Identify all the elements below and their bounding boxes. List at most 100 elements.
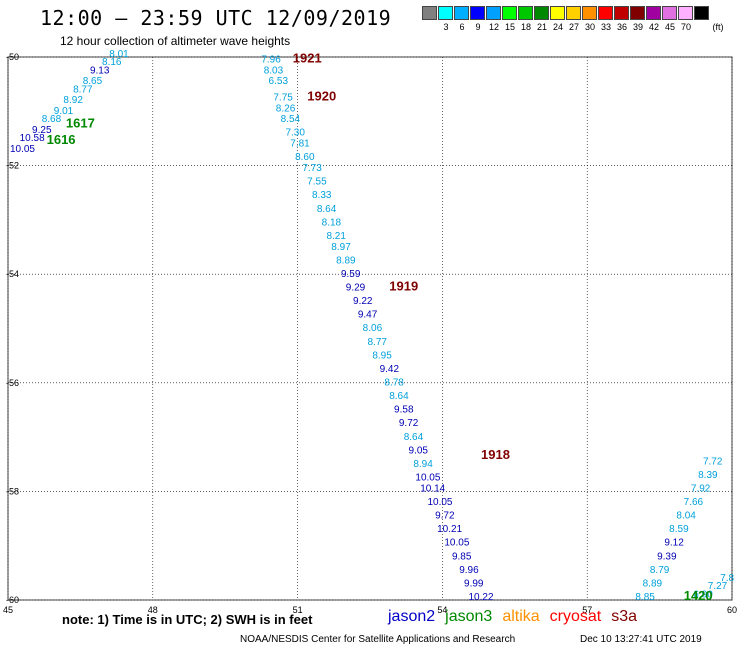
legend-swatch <box>630 6 645 20</box>
wave-height-label: 8.78 <box>384 378 404 389</box>
wave-height-label: 7.92 <box>691 483 711 494</box>
wave-height-label: 7.96 <box>261 54 281 65</box>
wave-height-label: 8.33 <box>312 190 332 201</box>
wave-height-label: 8.64 <box>389 391 409 402</box>
y-tick-label: -58 <box>6 486 19 496</box>
wave-height-label: 9.85 <box>452 551 472 562</box>
wave-height-label: 7.66 <box>684 497 704 508</box>
wave-height-label: 10.05 <box>444 538 469 549</box>
satellite-altika: altika <box>502 608 540 625</box>
wave-height-label: 8.16 <box>102 57 122 68</box>
wave-height-label: 7.81 <box>290 139 310 150</box>
legend-swatch-label: 18 <box>520 22 531 32</box>
map-subtitle: 12 hour collection of altimeter wave hei… <box>60 34 291 48</box>
wave-height-label: 9.59 <box>341 269 361 280</box>
legend-swatch <box>598 6 613 20</box>
legend-swatch <box>646 6 661 20</box>
legend-swatch <box>422 6 437 20</box>
legend-swatch-label: 9 <box>475 22 481 32</box>
legend-swatch <box>614 6 629 20</box>
legend-swatch <box>454 6 469 20</box>
legend-swatch-label: 27 <box>568 22 579 32</box>
track-east: 7.72 8.39 7.92 7.66 8.04 8.59 9.12 9.39 8.79 8.89… <box>635 456 734 603</box>
legend-swatch-label: 42 <box>648 22 659 32</box>
wave-height-label: 8.59 <box>669 524 689 535</box>
y-tick-label: -54 <box>6 269 19 279</box>
wave-tracks: 8.018.169.138.658.778.929.018.689.2510.5… <box>10 49 735 603</box>
wave-height-label: 8.92 <box>63 95 83 106</box>
pass-number-label: 1920 <box>307 88 336 103</box>
wave-height-label: 8.18 <box>322 217 342 228</box>
legend-swatch-label: 36 <box>616 22 627 32</box>
wave-height-label: 9.25 <box>32 125 52 136</box>
axis-ticks: 45 48 51 54 57 60 -50 -52 -54 -56 -58 -60 <box>3 52 737 615</box>
x-tick-label: 54 <box>437 605 447 615</box>
legend-swatch <box>550 6 565 20</box>
wave-height-label: 9.12 <box>664 538 684 549</box>
wave-height-label: 8.95 <box>372 350 392 361</box>
wave-height-label: 7.27 <box>708 581 728 592</box>
pass-number-label: 1921 <box>293 50 322 65</box>
x-tick-label: 51 <box>293 605 303 615</box>
wave-height-label: 9.47 <box>358 310 378 321</box>
satellite-jason2: jason2 <box>388 608 436 625</box>
wave-height-label: 8.64 <box>317 204 337 215</box>
legend-swatch <box>694 6 709 20</box>
y-tick-label: -56 <box>6 378 19 388</box>
wave-height-label: 8.89 <box>336 255 356 266</box>
wave-height-label: 9.96 <box>459 565 479 576</box>
wave-height-label: 8.77 <box>368 337 388 348</box>
legend-swatch-label: 70 <box>680 22 691 32</box>
wave-height-label: 7.72 <box>703 456 723 467</box>
footer-timestamp: Dec 10 13:27:41 UTC 2019 <box>580 634 702 645</box>
wave-height-label: 8.77 <box>73 84 93 95</box>
satellite-cryosat: cryosat <box>549 608 602 625</box>
wave-height-label: 7.75 <box>273 92 293 103</box>
wave-height-label: 8.94 <box>413 459 433 470</box>
wave-height-label: 7.73 <box>302 163 322 174</box>
pass-number-label: 1616 <box>47 132 76 147</box>
legend-swatch <box>662 6 677 20</box>
satellite-legend: jason2 jason3 altika cryosat s3a <box>388 608 647 626</box>
legend-swatches <box>422 6 726 20</box>
wave-height-label: 8.60 <box>295 152 315 163</box>
wave-height-label: 8.89 <box>643 578 663 589</box>
wave-height-label: 8.85 <box>635 592 655 603</box>
wave-height-label: 6.53 <box>269 76 289 87</box>
wave-height-label: 8.03 <box>264 65 284 76</box>
legend-swatch <box>470 6 485 20</box>
wave-height-label: 9.01 <box>54 106 74 117</box>
wave-height-label: 8.06 <box>363 323 383 334</box>
legend-swatch-label: 21 <box>536 22 547 32</box>
wave-height-label: 9.72 <box>435 511 455 522</box>
wave-height-label: 9.58 <box>394 405 414 416</box>
legend-swatch-label: 33 <box>600 22 611 32</box>
wave-height-label: 10.05 <box>415 473 440 484</box>
pass-number-label: 1919 <box>389 278 418 293</box>
legend-swatch <box>566 6 581 20</box>
wave-height-label: 9.42 <box>380 364 400 375</box>
wave-height-label: 9.39 <box>657 551 677 562</box>
x-tick-label: 48 <box>148 605 158 615</box>
wave-height-label: 9.05 <box>409 445 429 456</box>
wave-height-label: 9.72 <box>399 418 419 429</box>
map-title: 12:00 – 23:59 UTC 12/09/2019 <box>40 6 392 30</box>
wave-height-label: 7.55 <box>307 177 327 188</box>
track-1616-1617: 8.018.169.138.658.778.929.018.689.2510.5… <box>10 49 129 155</box>
y-tick-label: -50 <box>6 52 19 62</box>
x-tick-label: 57 <box>582 605 592 615</box>
map-frame <box>7 56 733 601</box>
legend-swatch-label: 45 <box>664 22 675 32</box>
wave-height-label: 10.21 <box>437 524 462 535</box>
wave-height-label: 7.8 <box>720 573 734 584</box>
wave-height-label: 8.01 <box>109 49 129 60</box>
wave-height-label: 9.29 <box>346 282 366 293</box>
legend-swatch-label: 39 <box>632 22 643 32</box>
wave-height-label: 8.97 <box>331 242 351 253</box>
wave-height-label: 6.90 <box>693 589 713 600</box>
grid <box>7 56 733 601</box>
legend-swatch-label: 30 <box>584 22 595 32</box>
wave-height-label: 9.13 <box>90 65 110 76</box>
legend-swatch <box>438 6 453 20</box>
